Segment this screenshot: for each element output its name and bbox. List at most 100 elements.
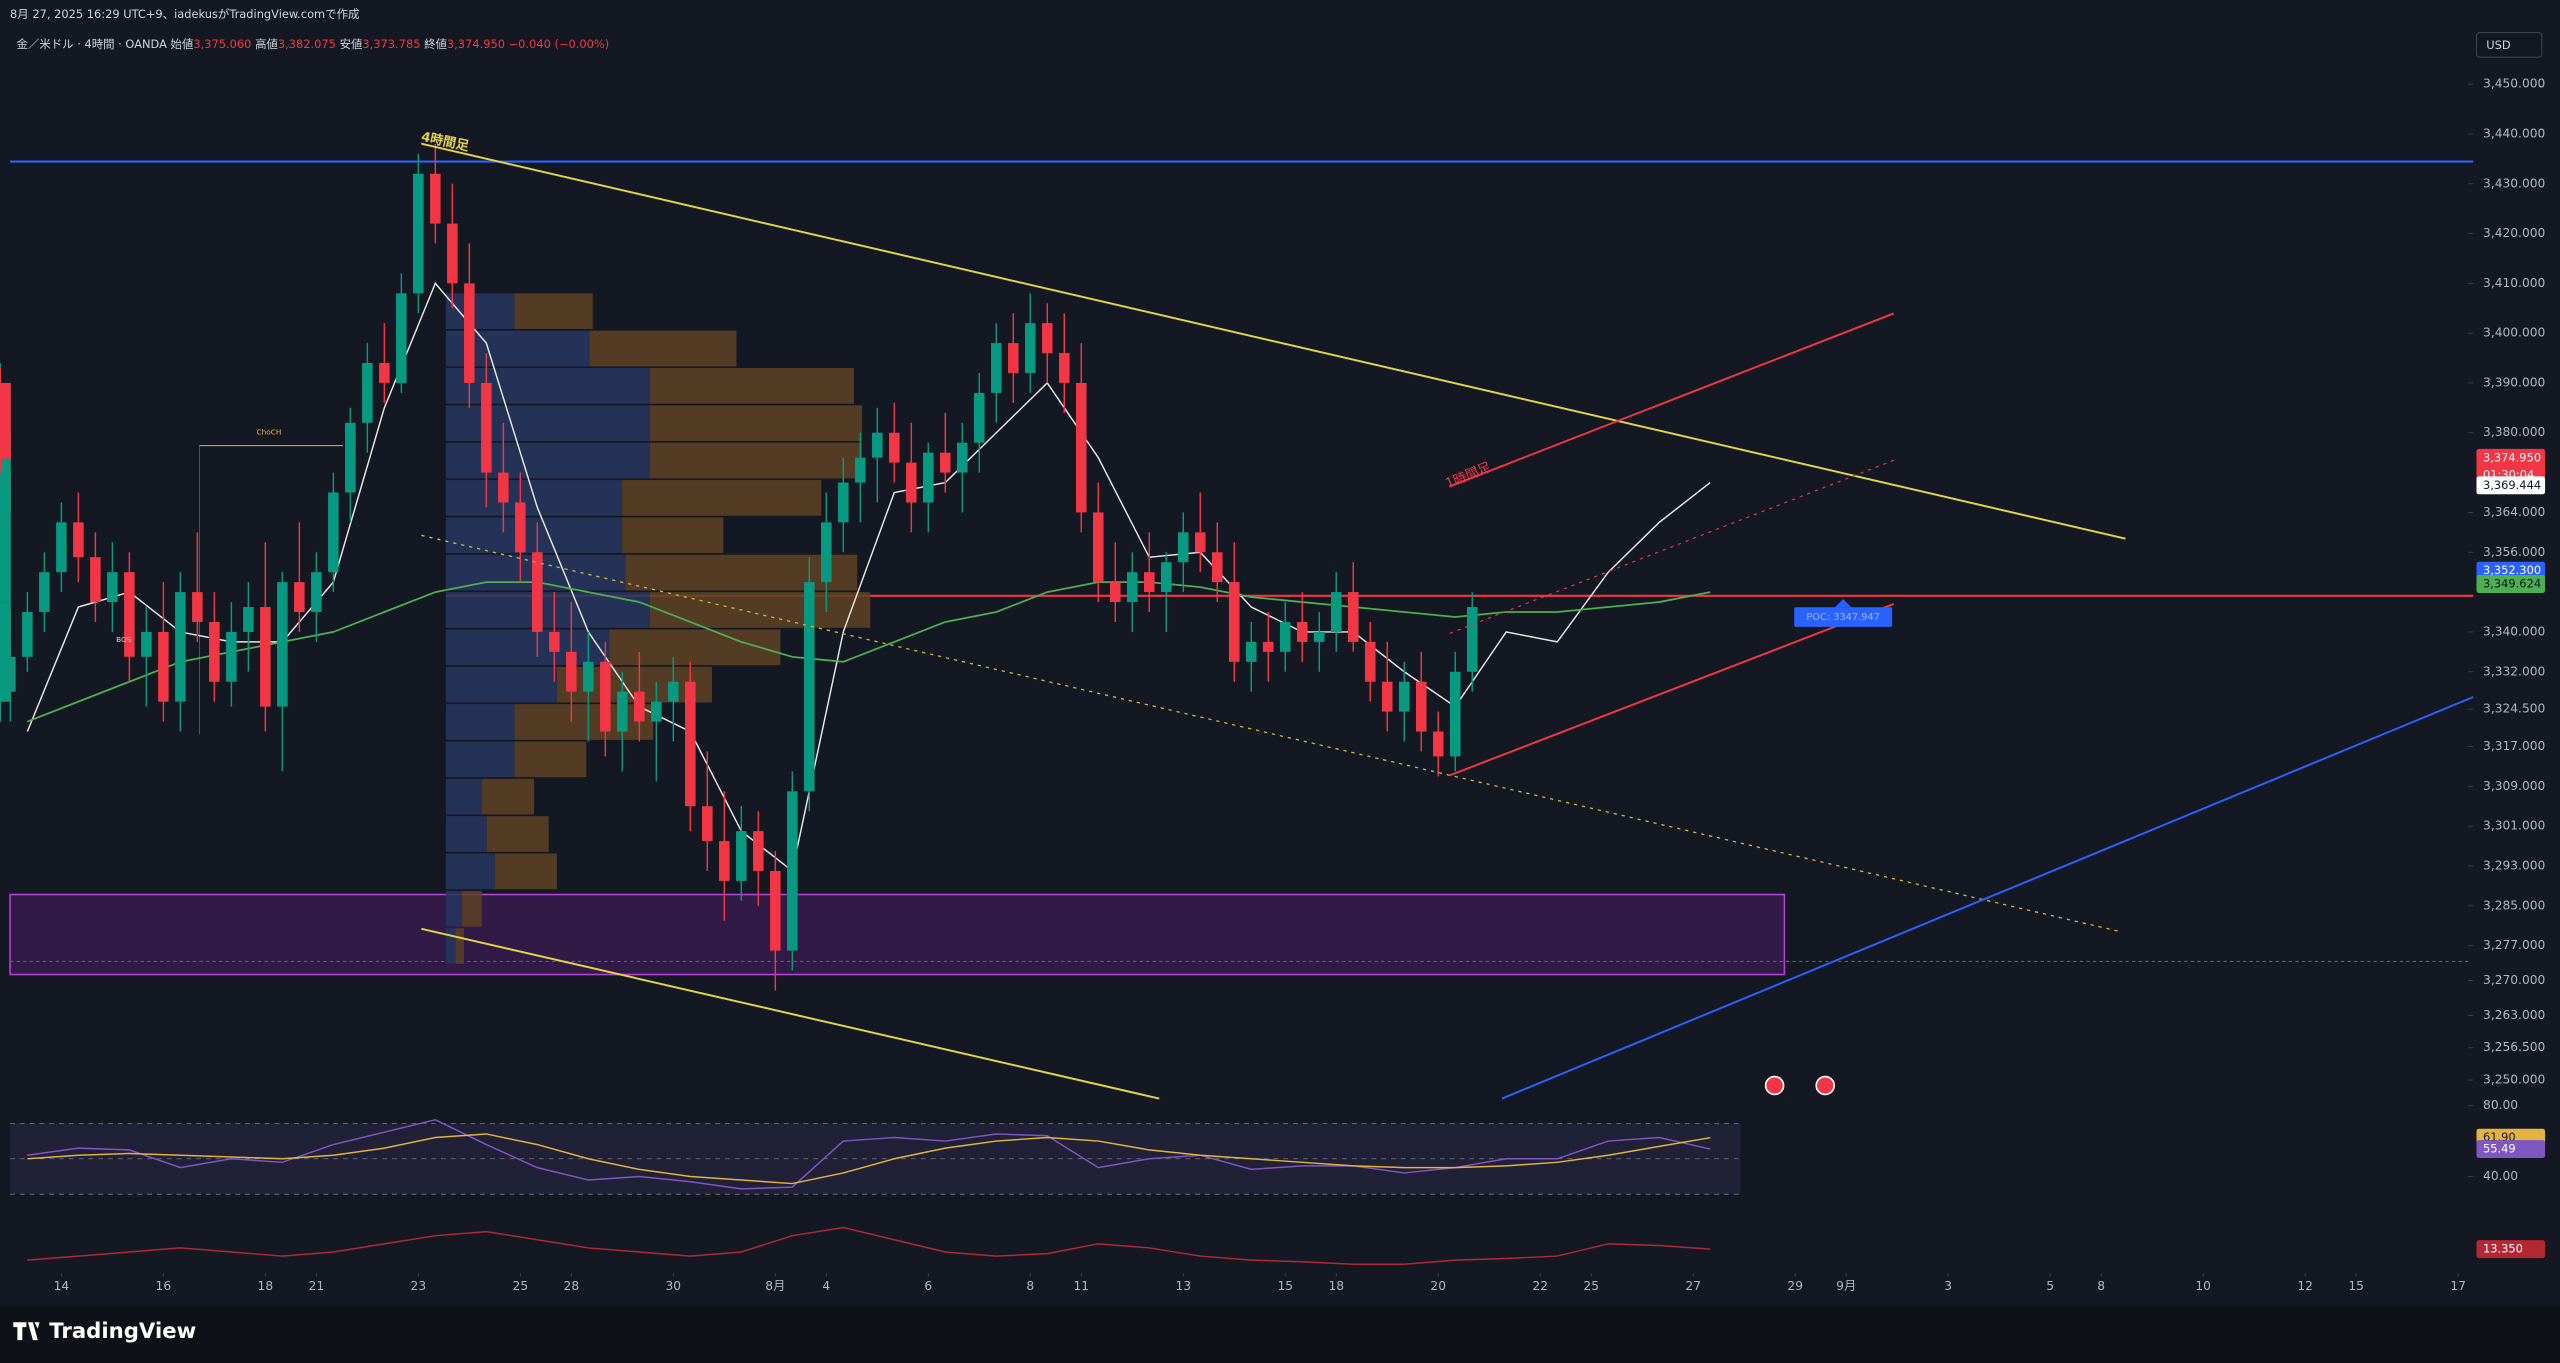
footer-bar: [0, 1305, 2560, 1363]
brand-logo[interactable]: TradingView: [13, 1319, 196, 1344]
candle-body: [1347, 592, 1359, 642]
candle-body: [0, 382, 11, 458]
legend-value: 3,382.075: [278, 37, 336, 51]
price-label: 3,374.950: [2483, 450, 2541, 464]
price-label-box: [2476, 575, 2546, 593]
candle-body: [532, 552, 543, 632]
event-icon[interactable]: [1764, 1075, 1785, 1096]
volume-up: [445, 666, 557, 703]
legend-value: 3,374.950: [447, 37, 505, 51]
logo-mark: [13, 1322, 40, 1341]
candle-body: [549, 631, 560, 652]
candle-body: [1364, 641, 1376, 682]
volume-up: [445, 704, 515, 740]
candle-body: [379, 363, 390, 383]
x-tick-label: 30: [666, 1279, 682, 1293]
candle-body: [345, 422, 356, 493]
candle-body: [1093, 512, 1104, 583]
poc-pointer: [1834, 599, 1852, 608]
y-tick-label: 3,390.000: [2483, 375, 2545, 389]
data-layer: 3,450.000 3,440.000 3,430.000 3,420.000 3,41…: [0, 77, 2545, 1293]
price-label-box: [2476, 476, 2546, 495]
event-icon[interactable]: [1815, 1075, 1835, 1096]
candle-body: [260, 607, 271, 707]
candle-body: [1313, 631, 1325, 642]
candle-body: [226, 631, 237, 682]
x-tick-label: 14: [54, 1279, 70, 1293]
candle-body: [872, 432, 883, 458]
candle-body: [617, 691, 628, 732]
volume-down: [625, 554, 858, 591]
x-tick-label: 16: [156, 1279, 172, 1293]
annotation: ChoCH: [257, 428, 282, 437]
volume-down: [486, 816, 549, 852]
demand-zone: [9, 893, 1786, 976]
x-tick-label: 28: [564, 1279, 580, 1293]
candle-body: [787, 791, 798, 951]
candle-body: [804, 582, 815, 792]
channel-lower: [1449, 603, 1895, 777]
x-tick-label: 18: [258, 1279, 274, 1293]
y-tick-label: 3,450.000: [2483, 77, 2545, 91]
volume-down: [514, 293, 593, 330]
candle-body: [974, 392, 985, 443]
trendline: [421, 927, 1160, 1100]
candle-body: [889, 432, 900, 463]
candle-body: [957, 442, 968, 473]
candle-body: [651, 701, 662, 722]
volume-down: [455, 928, 464, 964]
candle-body: [328, 492, 339, 573]
x-tick-label: 15: [1277, 1279, 1293, 1293]
x-tick-label: 10: [2195, 1279, 2211, 1293]
volume-down: [609, 629, 781, 666]
price-label-box: [2476, 448, 2546, 485]
candle-body: [107, 572, 118, 603]
candle-body: [39, 572, 50, 613]
candle-body: [1025, 323, 1036, 373]
x-tick-label: 13: [1175, 1279, 1191, 1293]
candle-body: [991, 343, 1002, 393]
legend-label: 終値: [424, 37, 447, 51]
drawings-front: 4時間足 1時間足 ChoCH BOS POC: 3347.947: [116, 129, 2474, 1100]
price-label: 13.350: [2483, 1242, 2523, 1256]
symbol-legend: 金／米ドル · 4時間 · OANDA 始値3,375.060 高値3,382.…: [17, 37, 610, 51]
volume-up: [445, 741, 515, 778]
candle-body: [243, 607, 254, 632]
change: −0.040 (−0.00%): [509, 37, 610, 51]
candle-body: [1110, 582, 1121, 603]
y-tick-label: 3,277.000: [2483, 938, 2545, 952]
currency: USD: [2486, 38, 2511, 52]
candle-body: [0, 482, 11, 493]
candle-body: [1143, 572, 1155, 593]
currency-box[interactable]: [2476, 32, 2543, 58]
y-tick-label: 3,250.000: [2483, 1073, 2545, 1087]
x-tick-label: 25: [1583, 1279, 1599, 1293]
x-tick-label: 12: [2297, 1279, 2313, 1293]
x-tick-label: 15: [2348, 1279, 2364, 1293]
y-tick-label: 3,410.000: [2483, 276, 2545, 290]
volume-up: [445, 368, 650, 404]
candle-body: [1415, 681, 1427, 732]
candle-body: [719, 841, 730, 881]
candle-body: [906, 462, 917, 503]
candle-body: [1228, 582, 1240, 662]
y-tick-label: 3,430.000: [2483, 176, 2545, 190]
candle-body: [736, 831, 747, 881]
candle-body: [668, 681, 679, 702]
candle-body: [192, 592, 203, 622]
y-tick-label: 3,256.500: [2483, 1040, 2545, 1054]
legend-label: 安値: [340, 37, 363, 51]
candle-body: [685, 681, 696, 807]
candle-body: [583, 661, 594, 692]
y-tick-label: 3,332.000: [2483, 664, 2545, 678]
candle-body: [1194, 532, 1206, 553]
candle-body: [838, 482, 849, 523]
volume-down: [514, 704, 654, 740]
candle-body: [73, 522, 84, 558]
x-tick-label: 25: [513, 1279, 529, 1293]
candle-body: [0, 492, 11, 513]
candle-body: [0, 472, 11, 603]
x-tick-label: 18: [1328, 1279, 1344, 1293]
candle-body: [0, 457, 11, 459]
